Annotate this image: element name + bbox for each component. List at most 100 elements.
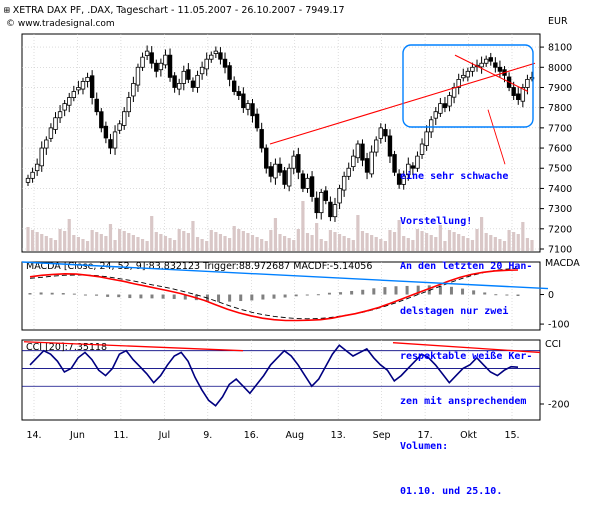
candle-body <box>199 66 205 75</box>
candle-body <box>392 154 397 173</box>
macd-histogram-bar <box>405 285 409 295</box>
macd-histogram-bar <box>272 294 276 299</box>
macd-histogram-bar <box>72 293 76 295</box>
macd-histogram-bar <box>172 294 176 299</box>
candle-body <box>529 76 535 80</box>
volume-bar <box>223 236 227 251</box>
volume-bar <box>502 241 507 251</box>
plus-icon[interactable]: ⊞ <box>4 5 10 16</box>
candle-body <box>204 58 209 70</box>
cci-line <box>29 344 519 407</box>
volume-bar <box>402 236 406 251</box>
x-tick-label: Aug <box>285 430 304 441</box>
chart-header: ⊞ XETRA DAX PF, .DAX, Tageschart - 11.05… <box>4 5 344 16</box>
candle-body <box>190 80 196 88</box>
macd-histogram-bar <box>339 292 343 295</box>
candle-body <box>195 74 200 88</box>
volume-bar <box>122 231 126 251</box>
candle-body <box>428 119 434 133</box>
candle-body <box>85 76 90 82</box>
x-tick-label: Jul <box>158 430 170 441</box>
x-tick-label: 15. <box>504 430 519 441</box>
volume-bar <box>342 236 346 251</box>
candle-body <box>396 173 402 185</box>
macd-histogram-bar <box>505 294 509 296</box>
falling-trendline <box>454 54 529 93</box>
volume-bar <box>264 241 268 251</box>
candle-body <box>250 103 255 117</box>
volume-bar <box>319 239 323 251</box>
volume-bar <box>58 229 62 251</box>
macd-histogram-bar <box>316 294 320 296</box>
candle-body <box>442 103 448 109</box>
source-label: © www.tradesignal.com <box>6 19 115 29</box>
volume-bar <box>44 236 48 251</box>
candle-body <box>286 167 292 187</box>
candle-body <box>39 147 44 167</box>
macd-axis-label: MACDA <box>545 258 580 269</box>
candle-body <box>314 197 319 214</box>
candle-body <box>122 111 127 126</box>
candle-body <box>57 111 63 119</box>
candle-body <box>337 188 342 204</box>
volume-bar <box>356 215 360 251</box>
volume-bar <box>360 231 365 251</box>
volume-bar <box>493 237 497 251</box>
volume-bar <box>406 238 410 251</box>
x-tick-label: Jun <box>69 430 85 441</box>
volume-bar <box>498 239 502 251</box>
candle-body <box>369 151 374 175</box>
volume-bar <box>273 218 278 251</box>
macd-histogram-bar <box>294 294 298 297</box>
volume-bar <box>457 234 461 251</box>
volume-bar <box>484 233 488 251</box>
candle-body <box>447 95 452 107</box>
volume-bar <box>447 230 452 251</box>
volume-bar <box>489 235 493 251</box>
volume-bar <box>76 237 80 251</box>
volume-bar <box>475 229 479 251</box>
volume-bar <box>195 237 200 251</box>
candle-body <box>222 58 228 68</box>
candle-body <box>53 117 58 130</box>
volume-bar <box>347 238 351 251</box>
x-tick-label: 13. <box>331 430 346 441</box>
volume-bar <box>250 235 255 251</box>
macd-histogram-bar <box>161 294 165 299</box>
candle-body <box>44 139 49 149</box>
candle-body <box>126 97 131 113</box>
volume-bar <box>173 240 177 251</box>
candle-body <box>30 171 35 179</box>
candle-body <box>424 131 429 147</box>
volume-bar <box>218 234 223 251</box>
volume-bar <box>85 241 90 251</box>
volume-bar <box>379 239 383 251</box>
candle-body <box>213 50 219 54</box>
annotation-line: An den letzten 20 Han- <box>400 261 533 272</box>
candle-body <box>319 192 324 214</box>
volume-bar <box>159 234 163 251</box>
volume-bar <box>182 231 186 251</box>
volume-bar <box>337 234 342 251</box>
candle-body <box>419 143 425 155</box>
volume-bar <box>113 240 117 251</box>
candle-body <box>277 163 283 173</box>
candle-body <box>236 91 241 96</box>
macd-histogram-bar <box>250 294 254 301</box>
macd-tick-label: 0 <box>548 290 554 301</box>
candle-body <box>135 66 141 86</box>
volume-bar <box>131 235 135 251</box>
annotation-line: eine sehr schwache <box>400 171 509 182</box>
macd-histogram-bar <box>350 290 354 295</box>
candle-body <box>383 129 388 137</box>
annotation-line: Volumen: <box>400 441 449 452</box>
candle-body <box>268 166 274 177</box>
macd-histogram-bar <box>39 292 43 295</box>
price-tick-label: 7300 <box>548 204 572 215</box>
macd-histogram-bar <box>361 289 365 295</box>
cci-trendline-right <box>392 342 541 354</box>
price-tick-label: 7600 <box>548 144 572 155</box>
candle-body <box>154 62 159 72</box>
volume-bar <box>328 230 332 251</box>
volume-bar <box>480 217 484 251</box>
